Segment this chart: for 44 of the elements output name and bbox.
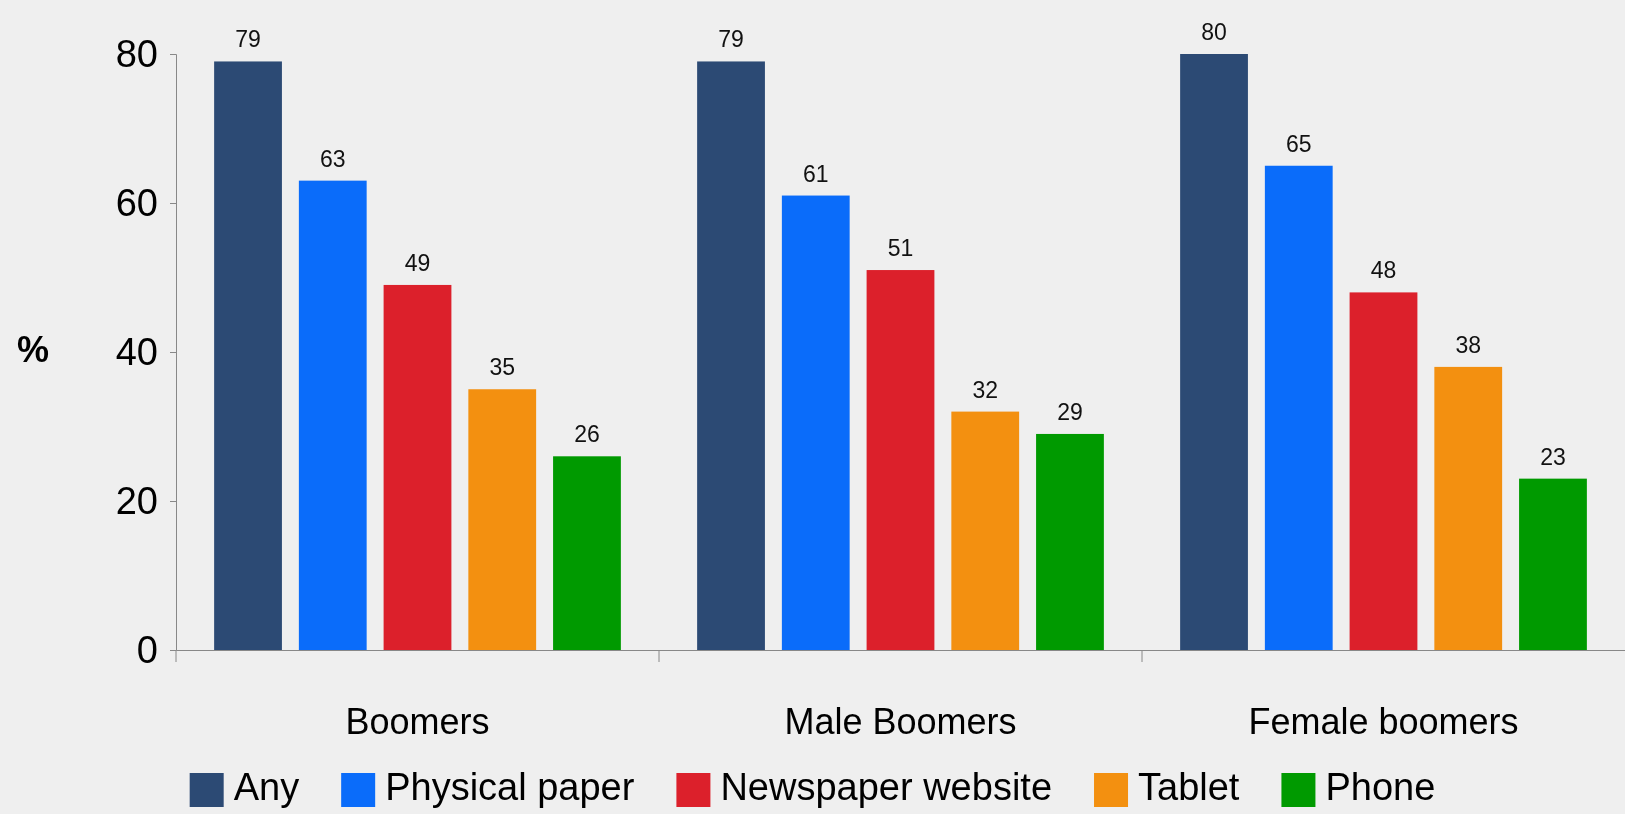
bar bbox=[951, 411, 1020, 650]
legend-label: Newspaper website bbox=[720, 766, 1053, 809]
data-label: 32 bbox=[972, 376, 999, 403]
y-tick-label: 80 bbox=[115, 32, 158, 75]
data-label: 23 bbox=[1540, 443, 1566, 470]
y-tick-label: 40 bbox=[115, 330, 158, 373]
data-label: 63 bbox=[319, 145, 346, 172]
bar bbox=[781, 195, 850, 650]
bar bbox=[1349, 292, 1418, 650]
legend-label: Tablet bbox=[1138, 766, 1240, 809]
y-axis-title: % bbox=[16, 328, 50, 370]
data-label: 65 bbox=[1285, 130, 1312, 157]
bar bbox=[383, 284, 452, 650]
bar bbox=[298, 180, 367, 650]
legend-label: Physical paper bbox=[385, 766, 635, 809]
bar bbox=[1036, 433, 1104, 650]
bar bbox=[468, 389, 537, 650]
bar bbox=[1519, 478, 1587, 650]
data-label: 35 bbox=[489, 354, 516, 381]
bar bbox=[1434, 366, 1503, 650]
bar bbox=[1180, 54, 1248, 650]
x-tick-label: Female boomers bbox=[1248, 700, 1519, 742]
bar bbox=[697, 61, 765, 650]
x-tick-label: Boomers bbox=[345, 700, 490, 742]
bar bbox=[553, 456, 621, 650]
legend-label: Phone bbox=[1325, 766, 1436, 809]
data-label: 80 bbox=[1201, 19, 1227, 45]
data-label: 26 bbox=[574, 421, 600, 448]
legend-label: Any bbox=[233, 766, 300, 809]
data-label: 38 bbox=[1455, 331, 1482, 358]
y-tick-label: 0 bbox=[136, 628, 158, 671]
data-label: 49 bbox=[404, 249, 431, 276]
y-tick-label: 20 bbox=[115, 479, 158, 522]
data-label: 61 bbox=[802, 160, 829, 187]
bar bbox=[866, 270, 935, 650]
data-label: 51 bbox=[887, 235, 914, 262]
bar bbox=[1264, 165, 1333, 650]
y-tick-label: 60 bbox=[115, 181, 158, 224]
data-label: 29 bbox=[1057, 398, 1083, 425]
bar bbox=[214, 61, 282, 650]
data-label: 48 bbox=[1370, 257, 1397, 284]
data-label: 79 bbox=[235, 26, 261, 53]
x-tick-label: Male Boomers bbox=[784, 700, 1017, 742]
data-label: 79 bbox=[718, 26, 744, 53]
